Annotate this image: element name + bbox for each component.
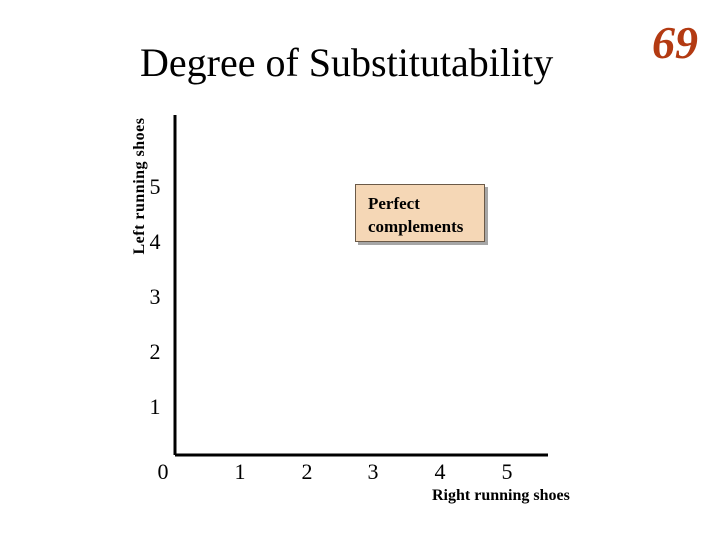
y-tick-label: 5 — [149, 174, 161, 199]
callout-line-1: Perfect — [368, 194, 420, 213]
x-tick-label: 2 — [301, 459, 313, 484]
y-tick-label: 1 — [149, 394, 161, 419]
x-tick-label: 5 — [501, 459, 513, 484]
slide-number: 69 — [652, 17, 698, 68]
slide-title: Degree of Substitutability — [140, 40, 554, 85]
x-tick-label: 0 — [157, 459, 169, 484]
callout-line-2: complements — [368, 217, 464, 236]
x-axis-label: Right running shoes — [432, 487, 570, 504]
x-tick-label: 4 — [434, 459, 446, 484]
y-tick-label: 2 — [149, 339, 161, 364]
y-axis-label: Left running shoes — [131, 117, 148, 255]
x-tick-label: 3 — [367, 459, 379, 484]
y-tick-label: 3 — [149, 284, 161, 309]
perfect-complements-callout: Perfect complements — [355, 184, 485, 242]
y-tick-label: 4 — [149, 229, 161, 254]
x-tick-label: 1 — [234, 459, 246, 484]
